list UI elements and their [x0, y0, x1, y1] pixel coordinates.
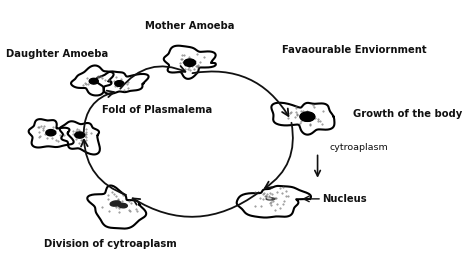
Text: Daughter Amoeba: Daughter Amoeba [6, 49, 109, 59]
Polygon shape [184, 59, 195, 66]
Polygon shape [71, 65, 114, 95]
Text: Mother Amoeba: Mother Amoeba [145, 22, 235, 31]
Text: Nucleus: Nucleus [322, 194, 366, 204]
Polygon shape [87, 185, 146, 228]
Text: cytroaplasm: cytroaplasm [330, 143, 389, 152]
Polygon shape [164, 46, 216, 79]
Polygon shape [89, 78, 98, 84]
Polygon shape [96, 71, 148, 94]
Polygon shape [75, 132, 85, 138]
Text: Division of cytroaplasm: Division of cytroaplasm [44, 239, 177, 249]
Polygon shape [115, 81, 124, 86]
Polygon shape [60, 121, 100, 155]
Polygon shape [237, 186, 311, 218]
Ellipse shape [110, 201, 121, 206]
Polygon shape [272, 103, 335, 135]
Polygon shape [46, 130, 56, 136]
Ellipse shape [266, 198, 275, 200]
Text: Fold of Plasmalema: Fold of Plasmalema [102, 105, 213, 115]
Ellipse shape [267, 198, 271, 199]
Polygon shape [300, 112, 315, 121]
Text: Favaourable Enviornment: Favaourable Enviornment [283, 45, 427, 55]
Text: Growth of the body: Growth of the body [353, 109, 462, 119]
Ellipse shape [118, 203, 128, 208]
Polygon shape [28, 119, 73, 148]
